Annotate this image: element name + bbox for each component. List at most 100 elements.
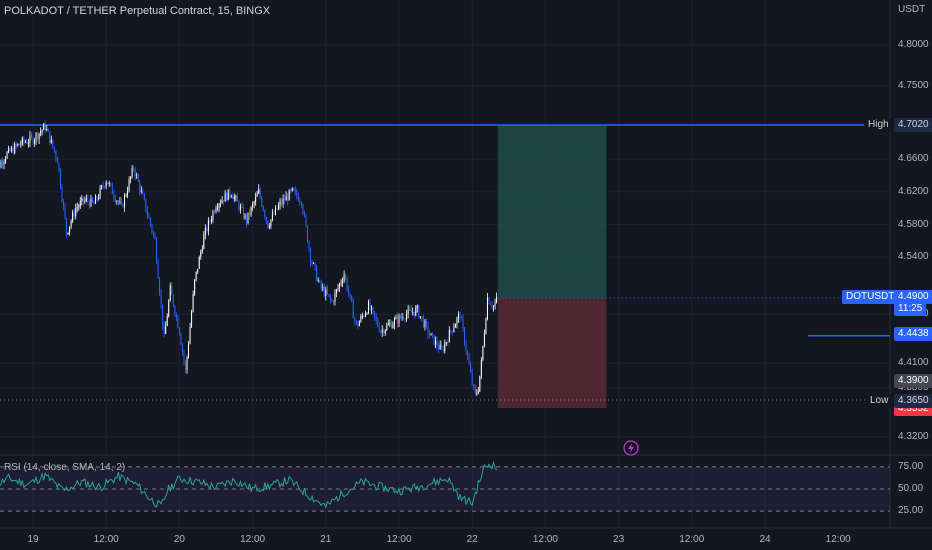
- candle-body-6: [0, 161, 2, 168]
- candle-body-146: [213, 211, 215, 213]
- candle-body-129: [188, 343, 190, 357]
- candle-body-319: [477, 391, 479, 394]
- candle-body-7: [2, 161, 3, 165]
- candle-body-178: [262, 206, 264, 211]
- candle-body-283: [422, 317, 424, 327]
- candle-body-30: [37, 133, 39, 140]
- candle-body-78: [110, 183, 112, 185]
- candle-body-279: [416, 305, 418, 309]
- candle-body-200: [296, 191, 298, 197]
- candle-body-97: [139, 181, 141, 192]
- candle-body-80: [113, 193, 115, 198]
- candle-body-156: [229, 189, 231, 196]
- rsi-indicator-label[interactable]: RSI (14, close, SMA, 14, 2): [4, 462, 126, 473]
- low-label: Low: [866, 394, 893, 408]
- candle-body-225: [334, 292, 336, 303]
- candle-body-241: [358, 321, 360, 327]
- candle-body-307: [459, 314, 461, 319]
- candle-body-118: [171, 285, 173, 295]
- candle-body-121: [175, 314, 177, 317]
- price-tick-label: 4.6600: [898, 153, 929, 165]
- candle-body-247: [368, 301, 369, 314]
- candle-body-46: [61, 187, 63, 201]
- candle-body-187: [276, 207, 278, 210]
- candle-body-145: [212, 211, 214, 220]
- candle-body-186: [274, 207, 276, 215]
- candle-body-208: [308, 241, 310, 249]
- candle-body-298: [445, 342, 447, 344]
- candle-body-59: [81, 197, 83, 202]
- candle-body-37: [47, 129, 49, 132]
- candle-body-195: [288, 190, 290, 201]
- candle-body-286: [427, 324, 429, 335]
- candle-body-331: [496, 297, 498, 303]
- candle-body-40: [52, 139, 54, 148]
- lightning-icon-glyph: [628, 443, 634, 453]
- candle-body-174: [256, 193, 258, 197]
- candle-body-287: [429, 334, 430, 336]
- candle-body-240: [357, 324, 359, 327]
- candle-body-47: [63, 200, 64, 206]
- candle-body-285: [425, 320, 427, 325]
- candle-body-276: [412, 312, 414, 314]
- candle-body-194: [287, 196, 289, 201]
- candle-body-148: [217, 207, 219, 209]
- candle-body-86: [122, 203, 124, 208]
- candle-body-19: [20, 143, 22, 145]
- candle-body-70: [98, 197, 100, 200]
- candle-body-90: [128, 179, 130, 192]
- candle-body-66: [91, 197, 93, 202]
- candle-body-248: [369, 301, 371, 310]
- candle-body-10: [6, 152, 8, 159]
- candle-body-77: [108, 183, 110, 185]
- candle-body-234: [348, 289, 350, 294]
- candle-body-265: [395, 316, 397, 320]
- candle-body-165: [242, 207, 244, 218]
- candle-body-235: [349, 293, 351, 296]
- candle-body-327: [490, 303, 491, 306]
- candle-body-79: [111, 184, 113, 194]
- candle-body-168: [247, 212, 249, 223]
- candle-body-197: [291, 187, 293, 191]
- candle-body-25: [29, 135, 31, 143]
- candle-body-233: [346, 278, 348, 290]
- candle-body-210: [311, 262, 313, 264]
- candle-body-322: [482, 346, 484, 361]
- candle-body-56: [76, 207, 78, 209]
- time-tick-label: 23: [613, 534, 625, 545]
- candle-body-189: [279, 201, 281, 206]
- candle-body-166: [244, 214, 246, 218]
- candle-body-51: [69, 226, 71, 233]
- candle-body-185: [273, 213, 275, 215]
- candle-body-83: [117, 201, 119, 203]
- candle-body-115: [166, 316, 168, 326]
- candle-body-243: [361, 315, 363, 317]
- candle-body-73: [102, 185, 104, 187]
- candle-body-155: [227, 189, 229, 201]
- candle-body-140: [204, 228, 206, 235]
- low-price-label: 4.3650: [894, 394, 932, 408]
- candle-body-223: [331, 299, 333, 302]
- candle-body-106: [152, 231, 154, 235]
- candle-body-272: [406, 314, 408, 320]
- candle-body-67: [93, 201, 95, 204]
- candle-body-219: [325, 289, 327, 296]
- time-tick-label: 22: [466, 534, 478, 545]
- candle-body-244: [363, 315, 365, 317]
- candle-body-100: [143, 194, 145, 200]
- candle-body-291: [435, 340, 437, 345]
- candle-body-107: [154, 234, 156, 240]
- candle-body-214: [317, 280, 319, 282]
- price-tick-label: 4.8000: [898, 39, 929, 51]
- candle-body-147: [215, 208, 217, 213]
- candle-body-151: [221, 200, 223, 204]
- candle-body-94: [134, 169, 136, 177]
- candle-body-39: [50, 139, 52, 143]
- candle-body-188: [278, 205, 280, 210]
- candle-body-293: [438, 346, 440, 350]
- candle-body-230: [342, 281, 344, 283]
- candle-body-296: [442, 348, 444, 352]
- candle-body-199: [294, 190, 296, 192]
- target-price-label: 4.4438: [894, 327, 932, 341]
